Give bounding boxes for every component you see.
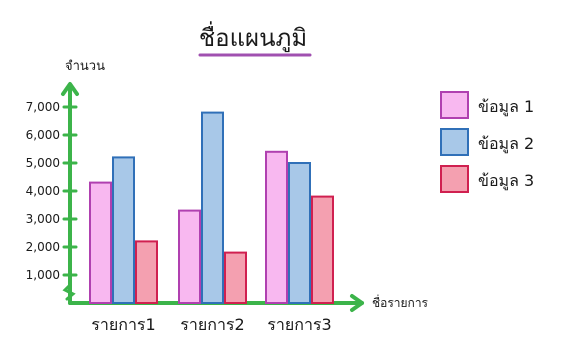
x-axis-arrow [350,294,364,312]
y-tick-label: 6,000 [26,128,60,142]
legend-label: ข้อมูล 2 [478,134,534,154]
y-tick-label: 1,000 [26,268,60,282]
bar [265,150,288,304]
bar [311,195,334,305]
legend-swatch [440,128,469,156]
legend-swatch [440,165,469,193]
bar [112,156,135,304]
bar [89,181,112,305]
y-axis-label: จำนวน [65,59,105,74]
x-tick-label: รายการ3 [267,315,331,334]
x-tick-label: รายการ2 [180,315,244,334]
x-tick-label: รายการ1 [91,315,155,334]
y-ticks: 1,000 2,000 3,000 4,000 5,000 6,000 7,000 [26,100,78,282]
x-axis-label: ชื่อรายการ [372,294,429,310]
y-axis-arrow [61,82,79,96]
bar [201,111,224,304]
bar [288,162,311,304]
bar [135,240,158,304]
bar [178,209,201,305]
y-tick-label: 3,000 [26,212,60,226]
y-tick-label: 5,000 [26,156,60,170]
legend-swatch [440,91,469,119]
legend: ข้อมูล 1 ข้อมูล 2 ข้อมูล 3 [440,91,534,193]
legend-label: ข้อมูล 1 [478,97,534,117]
x-ticks: รายการ1 รายการ2 รายการ3 [91,315,331,334]
y-tick-label: 2,000 [26,240,60,254]
legend-label: ข้อมูล 3 [478,171,534,191]
axis-break [62,283,76,301]
chart-title: ชื่อแผนภูมิ [199,21,307,53]
bars [89,111,334,305]
y-tick-label: 4,000 [26,184,60,198]
bar [224,251,247,305]
y-tick-label: 7,000 [26,100,60,114]
